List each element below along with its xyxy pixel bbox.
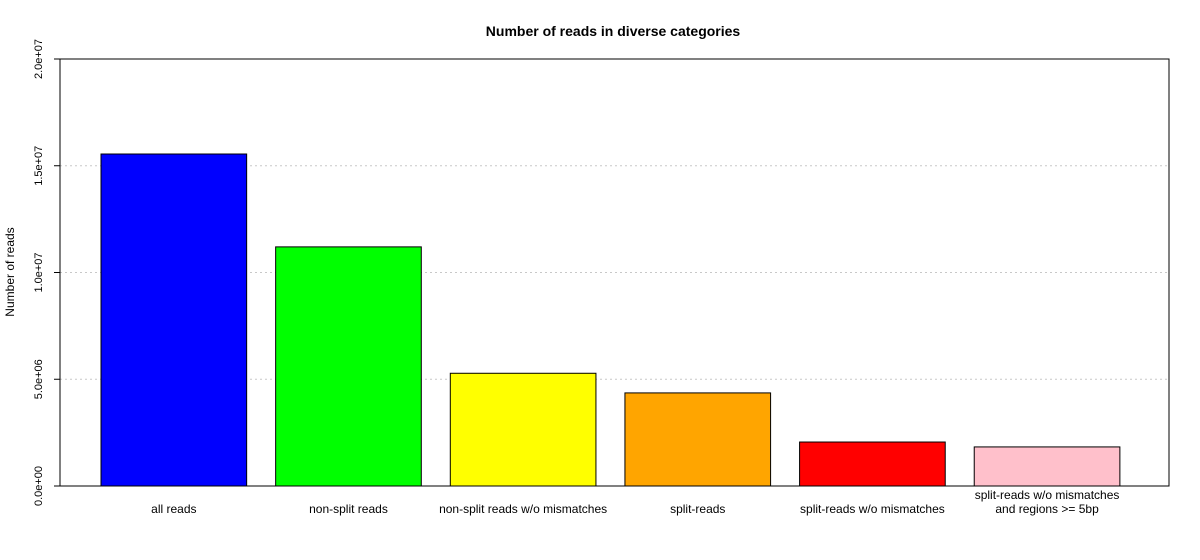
- x-category-label: split-reads w/o mismatches and regions >=…: [975, 488, 1120, 516]
- bars: [100, 153, 1121, 487]
- x-category-label: split-reads: [670, 502, 725, 516]
- bar: [624, 392, 772, 487]
- category-labels: all reads non-split reads non-split reads …: [151, 488, 1119, 516]
- x-category-label: all reads: [151, 502, 196, 516]
- y-axis-label: Number of reads: [3, 227, 17, 316]
- bar: [100, 153, 248, 487]
- bar: [449, 372, 597, 487]
- bar: [973, 446, 1121, 487]
- bar: [275, 246, 422, 487]
- y-tick-label: 2.0e+07: [33, 39, 45, 79]
- bar: [799, 441, 946, 487]
- x-category-label: split-reads w/o mismatches: [800, 502, 945, 516]
- y-tick-label: 1.0e+07: [33, 252, 45, 292]
- y-tick-label: 5.0e+06: [33, 359, 45, 399]
- x-category-label: non-split reads w/o mismatches: [439, 502, 607, 516]
- x-category-label: non-split reads: [309, 502, 388, 516]
- y-axis: 0.0e+00 5.0e+06 1.0e+07 1.5e+07 2.0e+07: [33, 39, 60, 506]
- chart-title: Number of reads in diverse categories: [486, 23, 741, 39]
- y-tick-label: 1.5e+07: [33, 146, 45, 186]
- y-tick-label: 0.0e+00: [33, 466, 45, 506]
